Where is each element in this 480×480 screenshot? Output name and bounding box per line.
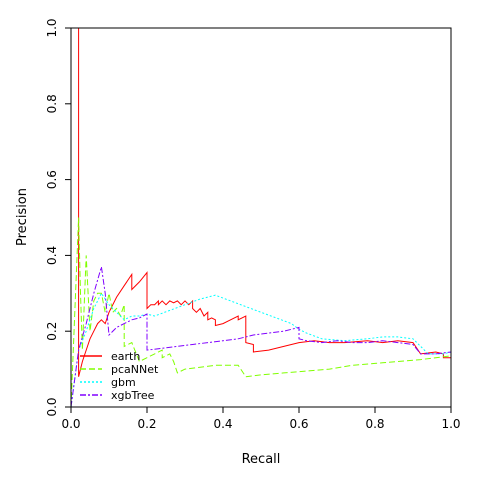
plot-frame (70, 27, 452, 408)
y-axis-title: Precision (15, 188, 30, 246)
y-tick-label: 0.6 (45, 170, 59, 189)
x-tick-label: 0.2 (137, 417, 156, 431)
series-layer (71, 28, 451, 407)
y-tick-label: 0.4 (45, 246, 59, 265)
x-axis-title: Recall (242, 452, 281, 467)
series-line-pcannet (71, 217, 451, 407)
y-tick-label: 1.0 (45, 18, 59, 37)
y-tick-label: 0.8 (45, 94, 59, 113)
x-tick-label: 0.6 (289, 417, 308, 431)
series-line-xgbtree (71, 266, 451, 407)
x-axis: 0.0 0.2 0.4 0.6 0.8 1.0 (61, 407, 461, 431)
x-tick-label: 1.0 (441, 417, 460, 431)
y-tick-label: 0.2 (45, 322, 59, 341)
legend-label-xgbtree: xgbTree (111, 389, 155, 402)
legend-label-pcannet: pcaNNet (111, 363, 159, 376)
x-tick-label: 0.0 (61, 417, 80, 431)
x-tick-label: 0.8 (365, 417, 384, 431)
x-tick-label: 0.4 (213, 417, 232, 431)
legend-label-earth: earth (111, 350, 140, 363)
y-tick-label: 0.0 (45, 397, 59, 416)
y-axis: 0.0 0.2 0.4 0.6 0.8 1.0 (45, 18, 71, 417)
legend-label-gbm: gbm (111, 376, 136, 389)
